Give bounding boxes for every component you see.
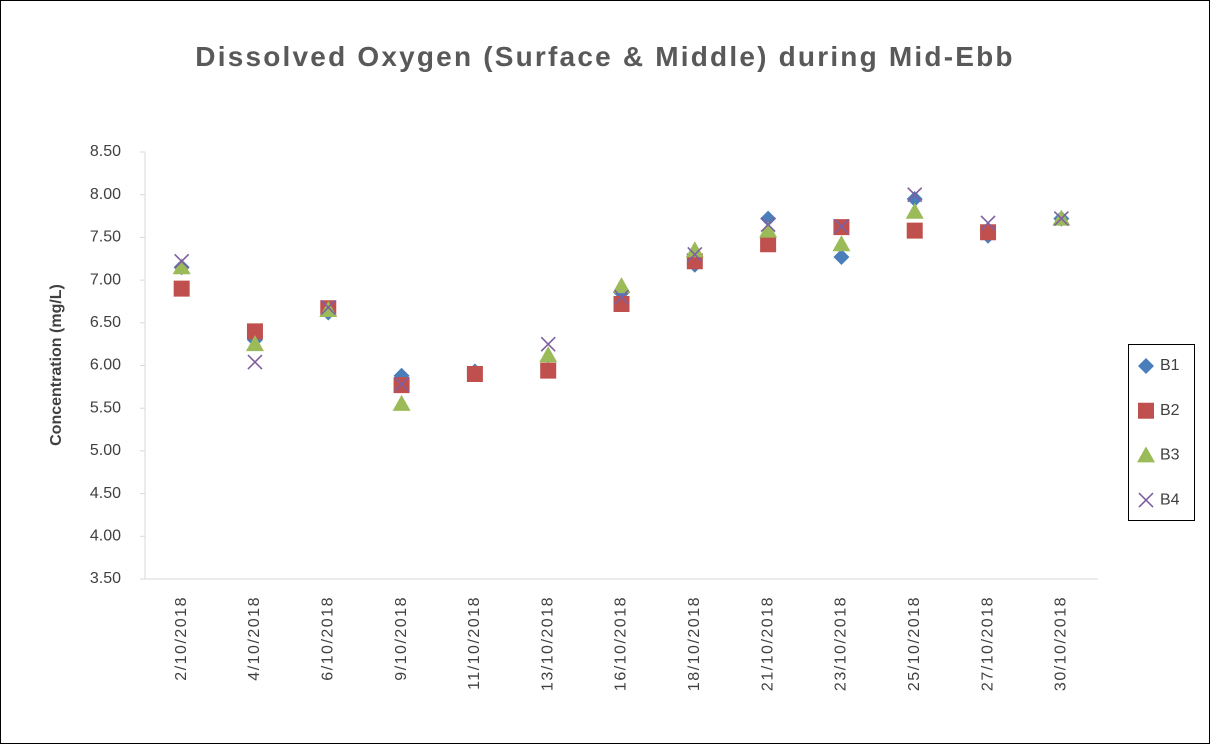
data-point xyxy=(173,280,190,297)
data-point xyxy=(833,249,850,266)
data-point xyxy=(905,202,924,219)
legend-label: B2 xyxy=(1160,402,1180,419)
y-axis-label: Concentration (mg/L) xyxy=(48,284,65,446)
y-tick-label: 8.00 xyxy=(90,186,121,203)
y-tick-label: 6.50 xyxy=(90,314,121,331)
x-tick-label: 13/10/2018 xyxy=(539,596,556,691)
data-point xyxy=(907,187,923,203)
legend-marker xyxy=(1138,492,1154,508)
data-point xyxy=(980,215,996,231)
y-tick-label: 6.00 xyxy=(90,357,121,374)
x-tick-label: 30/10/2018 xyxy=(1053,596,1070,691)
data-point xyxy=(685,241,704,258)
legend-box xyxy=(1128,344,1195,521)
data-point xyxy=(980,224,997,241)
data-point xyxy=(394,376,410,392)
data-point xyxy=(540,362,557,379)
data-point xyxy=(613,289,630,305)
y-tick-label: 3.50 xyxy=(90,570,121,587)
y-tick-label: 4.50 xyxy=(90,485,121,502)
x-tick-label: 25/10/2018 xyxy=(906,596,923,691)
x-tick-label: 27/10/2018 xyxy=(979,596,996,691)
y-tick-label: 5.50 xyxy=(90,399,121,416)
data-point xyxy=(833,218,849,234)
data-point xyxy=(760,210,777,227)
data-point xyxy=(539,346,558,363)
x-tick-label: 21/10/2018 xyxy=(759,596,776,691)
y-tick-label: 7.50 xyxy=(90,229,121,246)
data-point xyxy=(612,277,631,294)
data-point xyxy=(832,235,851,252)
data-point xyxy=(172,258,191,275)
x-tick-label: 23/10/2018 xyxy=(833,596,850,691)
data-point xyxy=(392,394,411,411)
x-tick-label: 9/10/2018 xyxy=(393,596,410,681)
x-tick-label: 2/10/2018 xyxy=(173,596,190,681)
y-tick-label: 7.00 xyxy=(90,271,121,288)
legend-label: B3 xyxy=(1160,447,1180,464)
data-point xyxy=(1053,211,1069,227)
data-point xyxy=(466,366,483,383)
chart-title: Dissolved Oxygen (Surface & Middle) duri… xyxy=(195,41,1015,72)
x-tick-label: 11/10/2018 xyxy=(466,596,483,690)
data-point xyxy=(540,336,556,352)
legend-label: B1 xyxy=(1160,357,1180,374)
data-point xyxy=(247,354,263,370)
data-point xyxy=(246,323,263,340)
data-point xyxy=(687,246,703,263)
legend-marker xyxy=(1137,446,1155,463)
legend-label: B4 xyxy=(1160,491,1180,508)
x-tick-label: 16/10/2018 xyxy=(613,596,630,691)
data-point xyxy=(906,222,923,239)
x-tick-label: 4/10/2018 xyxy=(246,596,263,681)
data-point xyxy=(174,253,190,269)
legend-marker xyxy=(1138,358,1154,374)
data-point xyxy=(686,253,703,270)
data-point xyxy=(245,335,264,352)
data-point xyxy=(760,217,776,233)
x-tick-label: 6/10/2018 xyxy=(319,596,336,681)
data-point xyxy=(320,299,336,315)
data-point xyxy=(759,221,778,238)
y-tick-label: 4.00 xyxy=(90,528,121,545)
y-tick-label: 5.00 xyxy=(90,442,121,459)
x-tick-label: 18/10/2018 xyxy=(686,596,703,691)
data-point xyxy=(760,236,777,253)
y-tick-label: 8.50 xyxy=(90,143,121,160)
data-point xyxy=(906,190,923,207)
data-point xyxy=(613,296,630,313)
legend-marker xyxy=(1138,402,1154,419)
